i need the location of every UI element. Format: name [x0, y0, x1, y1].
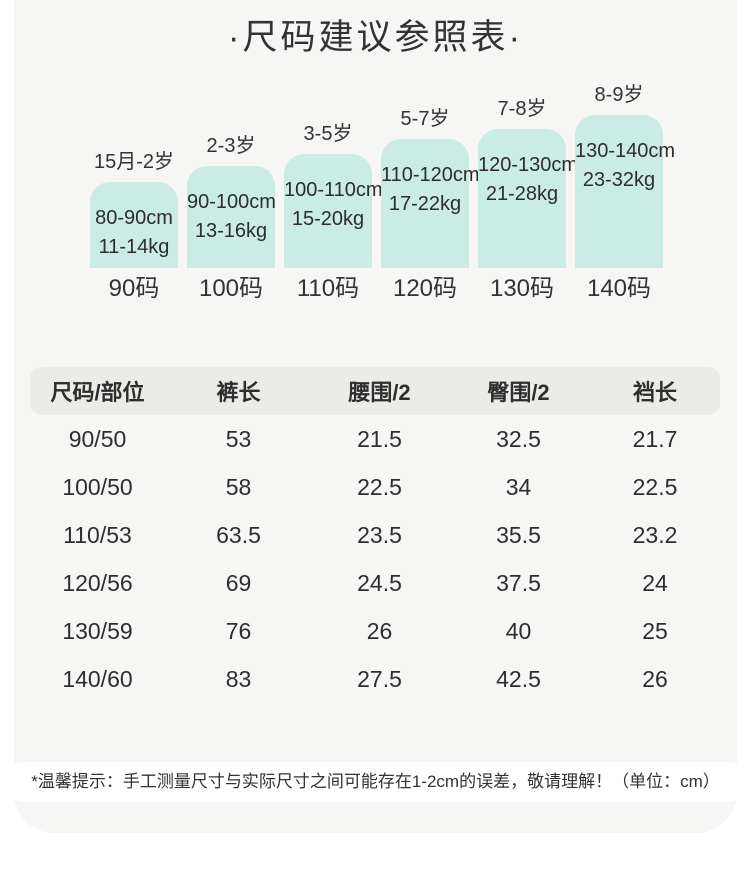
bar-age-label: 15月-2岁: [93, 151, 175, 173]
table-cell: 25: [642, 617, 668, 644]
table-header-cell: 尺码/部位: [50, 380, 145, 405]
size-bar: 130-140cm 23-32kg: [575, 115, 676, 268]
bar-size-label: 130码: [489, 275, 555, 302]
bar-weight-range: 13-16kg: [194, 220, 268, 242]
bar-age-label: 5-7岁: [400, 108, 450, 130]
bar-age-label: 3-5岁: [303, 123, 353, 145]
bar-size-label: 90码: [108, 275, 160, 302]
table-cell: 37.5: [496, 569, 541, 596]
table-cell: 35.5: [496, 521, 541, 548]
size-bar-column: 8-9岁 130-140cm 23-32kg 140码: [575, 78, 676, 306]
table-row: 100/50 58 22.5 34 22.5: [30, 463, 720, 511]
table-header-cell: 腰围/2: [348, 380, 411, 405]
table-cell: 76: [225, 617, 252, 644]
bar-height-range: 130-140cm: [575, 140, 676, 162]
table-row: 120/56 69 24.5 37.5 24: [30, 559, 720, 607]
table-cell: 69: [225, 569, 252, 596]
size-bar-column: 5-7岁 110-120cm 17-22kg 120码: [381, 102, 480, 306]
size-bar-column: 7-8岁 120-130cm 21-28kg 130码: [478, 92, 579, 306]
size-bar: 120-130cm 21-28kg: [478, 129, 579, 268]
size-bar: 80-90cm 11-14kg: [90, 182, 178, 268]
table-row: 140/60 83 27.5 42.5 26: [30, 655, 720, 703]
table-cell: 90/50: [68, 425, 127, 452]
table-cell: 53: [225, 425, 252, 452]
table-cell: 34: [505, 473, 532, 500]
table-cell: 24: [642, 569, 668, 596]
size-bar-column: 15月-2岁 80-90cm 11-14kg 90码: [90, 145, 178, 306]
size-measurement-table: 尺码/部位 裤长 腰围/2 臀围/2 裆长 90/50 53 21.5 32.5 21.7 100…: [30, 367, 720, 703]
table-cell: 22.5: [632, 473, 678, 500]
table-cell: 40: [505, 617, 532, 644]
bar-size-label: 140码: [586, 275, 652, 302]
table-cell: 58: [225, 473, 252, 500]
bar-height-range: 120-130cm: [478, 154, 579, 176]
size-bar: 90-100cm 13-16kg: [187, 166, 276, 268]
table-cell: 110/53: [63, 521, 132, 548]
table-cell: 100/50: [62, 473, 133, 500]
bar-size-label: 120码: [392, 275, 458, 302]
size-bar-column: 2-3岁 90-100cm 13-16kg 100码: [187, 129, 276, 306]
table-row: 110/53 63.5 23.5 35.5 23.2: [30, 511, 720, 559]
table-row: 130/59 76 26 40 25: [30, 607, 720, 655]
bar-size-label: 110码: [296, 275, 360, 302]
table-cell: 32.5: [496, 425, 541, 452]
size-bar: 110-120cm 17-22kg: [381, 139, 480, 268]
table-cell: 27.5: [357, 665, 402, 692]
page-title: ·尺码建议参照表·: [227, 18, 524, 57]
bar-age-label: 7-8岁: [497, 98, 547, 120]
table-cell: 26: [642, 665, 668, 692]
bar-weight-range: 15-20kg: [291, 208, 365, 230]
size-bar-chart: 15月-2岁 80-90cm 11-14kg 90码 2-3岁 90-100cm 13-16…: [90, 78, 676, 306]
bar-weight-range: 21-28kg: [485, 183, 559, 205]
bar-height-range: 90-100cm: [187, 191, 276, 213]
table-row: 90/50 53 21.5 32.5 21.7: [30, 415, 720, 463]
bar-weight-range: 17-22kg: [388, 193, 462, 215]
bar-weight-range: 11-14kg: [98, 236, 170, 258]
table-cell: 22.5: [357, 473, 402, 500]
table-header-row: 尺码/部位 裤长 腰围/2 臀围/2 裆长: [30, 367, 720, 415]
table-cell: 26: [366, 617, 393, 644]
bar-weight-range: 23-32kg: [582, 169, 656, 191]
measurement-disclaimer-note: *温馨提示：手工测量尺寸与实际尺寸之间可能存在1-2cm的误差，敬请理解！（单位…: [5, 762, 746, 802]
table-cell: 140/60: [62, 665, 133, 692]
bar-height-range: 80-90cm: [95, 207, 173, 229]
table-cell: 130/59: [62, 617, 133, 644]
bar-height-range: 100-110cm: [284, 179, 383, 201]
table-header-cell: 裆长: [632, 380, 677, 405]
size-bar: 100-110cm 15-20kg: [284, 154, 383, 268]
bar-height-range: 110-120cm: [381, 164, 480, 186]
table-cell: 83: [225, 665, 252, 692]
table-cell: 42.5: [496, 665, 541, 692]
size-guide-card: ·尺码建议参照表· 15月-2岁 80-90cm 11-14kg 90码 2-3岁 90-…: [5, 0, 746, 833]
table-cell: 23.5: [357, 521, 402, 548]
bar-age-label: 8-9岁: [594, 84, 644, 106]
bar-size-label: 100码: [198, 275, 264, 302]
table-cell: 24.5: [357, 569, 402, 596]
table-cell: 21.5: [357, 425, 402, 452]
size-bar-column: 3-5岁 100-110cm 15-20kg 110码: [284, 117, 383, 306]
table-cell: 63.5: [216, 521, 261, 548]
table-cell: 120/56: [62, 569, 133, 596]
table-header-cell: 裤长: [216, 380, 261, 405]
table-header-cell: 臀围/2: [487, 380, 550, 405]
bar-age-label: 2-3岁: [206, 135, 256, 157]
table-cell: 23.2: [632, 521, 678, 548]
table-body: 90/50 53 21.5 32.5 21.7 100/50 58 22.5 34 22.5 110…: [30, 415, 720, 703]
table-cell: 21.7: [632, 425, 678, 452]
